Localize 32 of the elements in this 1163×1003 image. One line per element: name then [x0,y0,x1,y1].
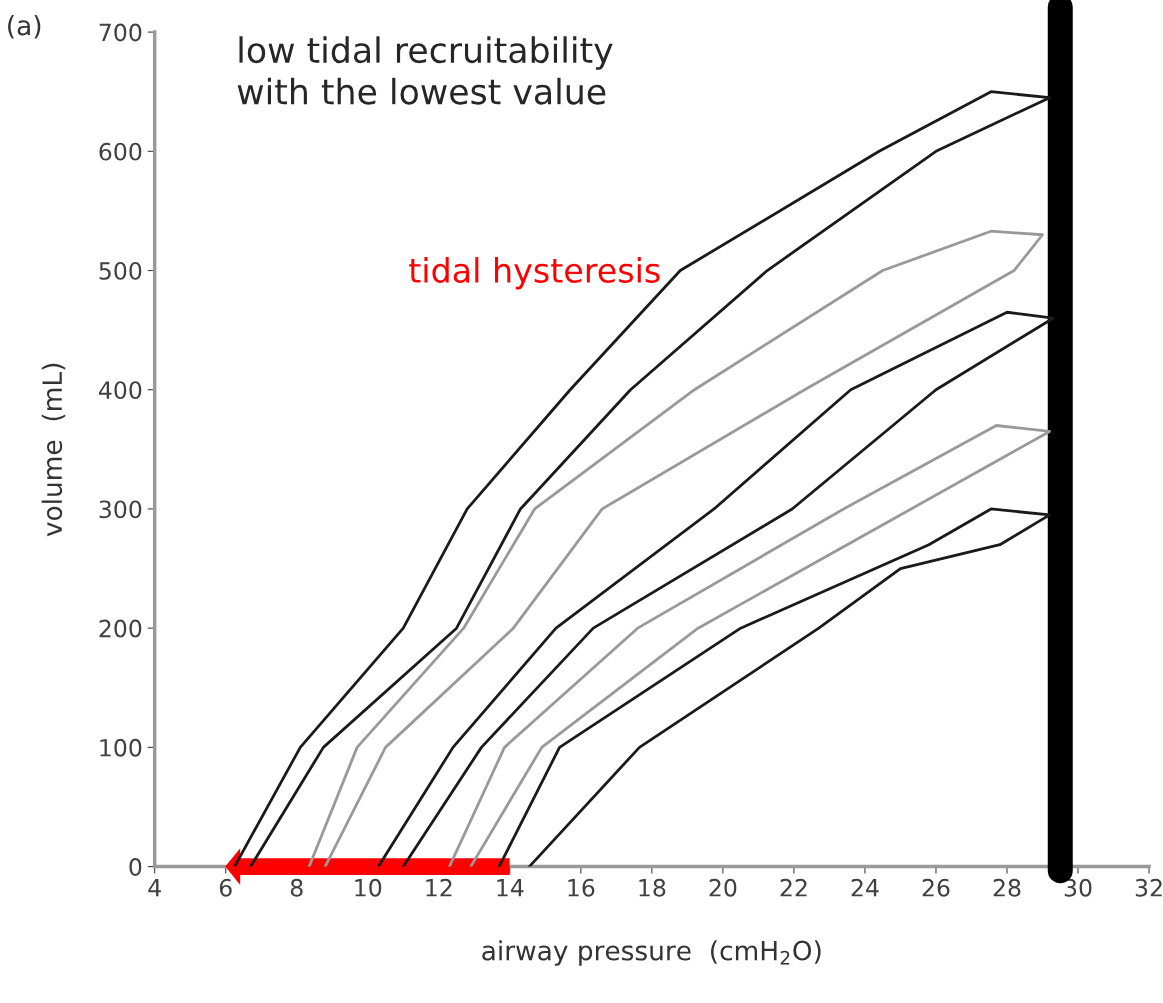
y-tick-label: 200 [99,619,142,638]
y-tick-label: 300 [99,500,142,519]
y-axis-title: volume (mL) [41,363,66,537]
x-tick-label: 24 [851,878,879,897]
x-tick-label: 28 [993,878,1021,897]
x-tick-label: 8 [290,878,303,897]
annotation: tidal hysteresis [409,257,660,290]
x-tick-label: 32 [1135,878,1162,897]
y-tick-label: 600 [99,142,142,161]
y-tick-label: 700 [99,23,142,42]
y-tick-label: 500 [99,261,142,280]
x-tick-label: 20 [709,878,737,897]
x-tick-label: 30 [1064,878,1092,897]
x-tick-label: 26 [922,878,950,897]
line-series [377,310,1055,867]
x-tick-label: 12 [426,878,452,897]
x-tick-label: 16 [568,878,595,897]
y-tick-label: 0 [129,858,142,876]
x-tick-label: 10 [355,878,382,897]
line-series [497,507,1051,867]
text: (a) [8,15,41,39]
x-tick-label: 18 [639,878,666,897]
line-series [307,229,1044,867]
x-tick-label: 22 [780,878,807,897]
x-axis-title: airway pressure (cmH$_{2}$O) [482,940,821,966]
y-tick-label: 400 [98,381,142,400]
x-tick-label: 6 [219,878,232,897]
y-tick-label: 100 [100,738,142,757]
x-tick-label: 14 [497,879,524,897]
x-tick-label: 4 [148,879,161,897]
annotation: low tidal recruitability with the lowest value [237,36,613,105]
line-series [448,424,1051,867]
